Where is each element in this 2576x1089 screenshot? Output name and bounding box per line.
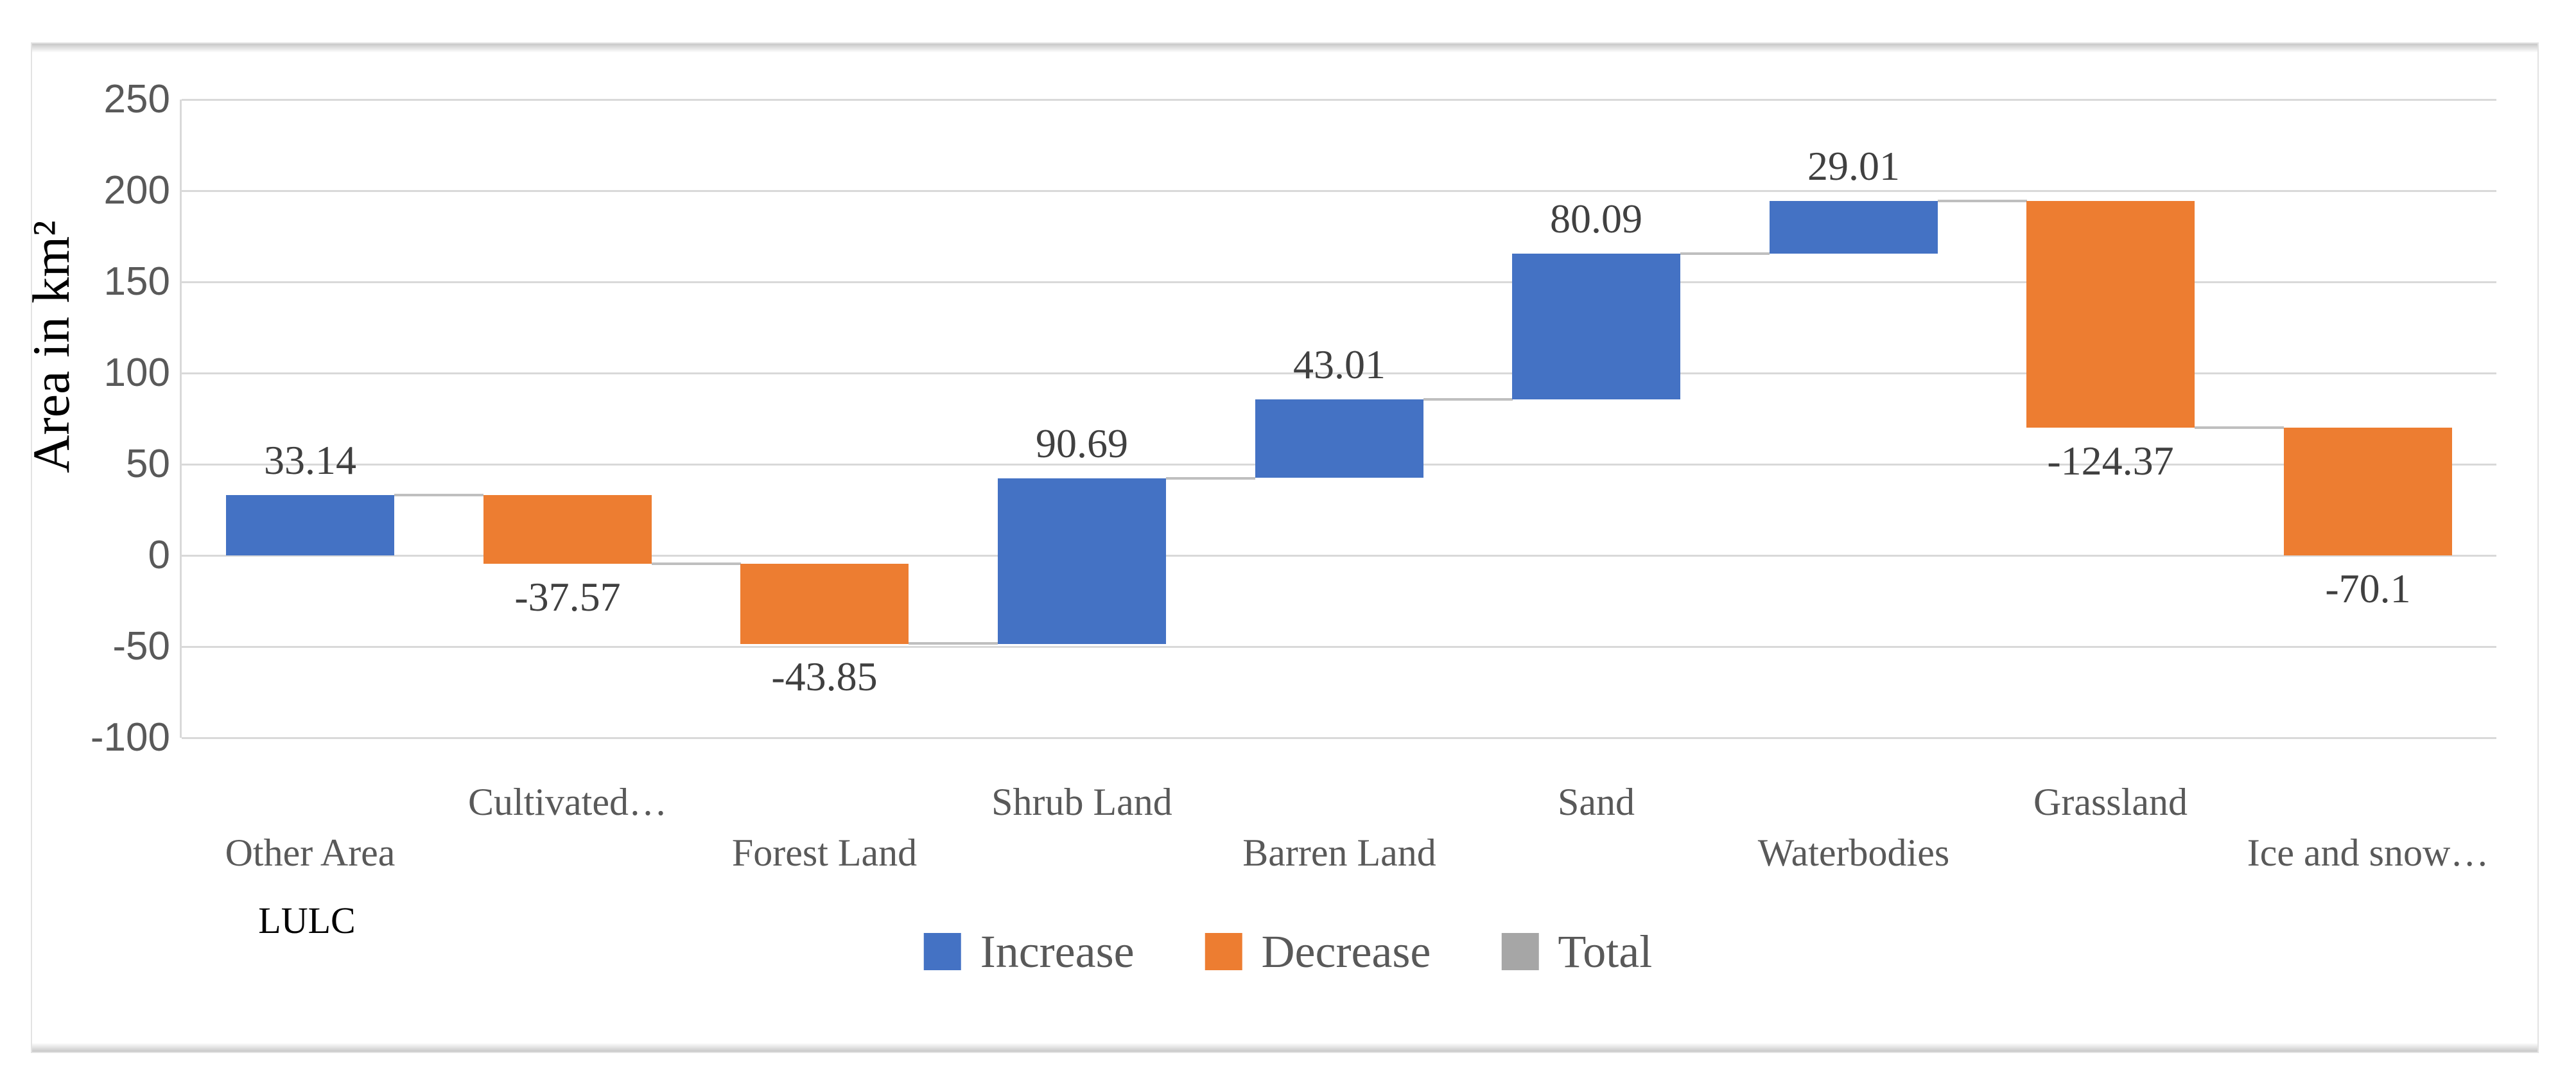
connector-line [394,494,483,496]
connector-line [909,642,998,645]
legend-item-decrease: Decrease [1205,926,1431,977]
legend-label-total: Total [1558,926,1653,977]
connector-line [1680,252,1770,255]
legend-item-total: Total [1501,926,1652,977]
legend: Increase Decrease Total [923,926,1652,977]
category-label-sand: Sand [1558,781,1635,823]
data-label-waterbodies: 29.01 [1807,143,1900,189]
data-label-other-area: 33.14 [264,437,356,483]
data-label-grassland: -124.37 [2047,438,2174,484]
data-label-cultivated: -37.57 [514,574,621,620]
x-axis-title: LULC [258,900,356,941]
data-label-shrub-land: 90.69 [1036,421,1128,466]
y-tick-50: 50 [126,442,170,486]
bar-cultivated [483,495,652,564]
gridline-100 [182,372,2496,374]
bar-sand [1512,254,1680,399]
y-tick-0: 0 [148,533,170,577]
y-tick--50: -50 [112,624,170,668]
connector-line [1166,477,1255,480]
bar-shrub-land [998,478,1166,644]
bar-other-area [226,495,394,555]
y-tick-250: 250 [103,77,170,121]
gridline--50 [182,646,2496,648]
legend-item-increase: Increase [923,926,1135,977]
data-label-ice-and-snow: -70.1 [2325,566,2411,611]
y-axis-line [180,100,182,738]
increase-swatch [923,933,961,970]
legend-label-decrease: Decrease [1261,926,1431,977]
data-label-forest-land: -43.85 [771,654,878,699]
bar-waterbodies [1770,201,1938,254]
bar-ice-and-snow [2284,428,2452,555]
gridline-200 [182,190,2496,192]
category-label-shrub-land: Shrub Land [991,781,1172,823]
legend-label-increase: Increase [980,926,1135,977]
connector-line [1423,398,1513,401]
bar-grassland [2026,201,2195,428]
connector-line [1938,200,2027,202]
total-swatch [1501,933,1539,970]
gridline--100 [182,737,2496,739]
y-tick--100: -100 [90,715,170,760]
bar-forest-land [740,564,909,644]
category-label-other-area: Other Area [225,832,396,874]
category-label-waterbodies: Waterbodies [1757,832,1950,874]
category-label-barren-land: Barren Land [1242,832,1436,874]
y-tick-200: 200 [103,168,170,213]
container-top-border [32,44,2537,53]
y-tick-100: 100 [103,351,170,395]
decrease-swatch [1205,933,1242,970]
category-label-forest-land: Forest Land [731,832,918,874]
container-bottom-border [32,1043,2537,1052]
data-label-barren-land: 43.01 [1293,342,1386,387]
y-tick-150: 150 [103,259,170,304]
gridline-250 [182,99,2496,101]
connector-line [652,562,741,565]
y-axis-title: Area in km² [22,220,80,473]
connector-line [2195,426,2284,429]
category-label-grassland: Grassland [2033,781,2188,823]
gridline-150 [182,281,2496,283]
category-label-ice-and-snow: Ice and snow… [2247,832,2489,874]
category-label-cultivated: Cultivated… [468,781,667,823]
gridline-0 [182,555,2496,557]
bar-barren-land [1255,399,1423,478]
data-label-sand: 80.09 [1550,196,1642,241]
